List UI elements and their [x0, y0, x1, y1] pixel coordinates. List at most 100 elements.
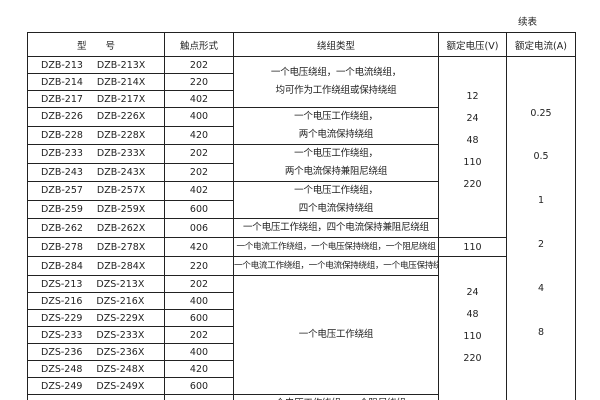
table-row: DZB-262 DZB-262X 006 一个电压工作绕组，四个电流保持兼阻尼绕组 [27, 218, 576, 238]
model-code: DZB-243 [41, 166, 83, 178]
voltage-value: 110 [463, 331, 482, 342]
voltage-cell: 24 48 110 220 [438, 256, 507, 400]
model-cell: DZB-226 DZB-226X [27, 107, 165, 127]
contact-cell: 600 [164, 309, 234, 327]
model-code: DZS-254 [41, 399, 82, 400]
winding-line: 一个电压工作绕组， [294, 111, 378, 122]
model-code: DZB-257 [41, 185, 83, 197]
model-code: DZS-249 [41, 380, 83, 392]
table-row: DZB-278 DZB-278X 420 一个电流工作绕组，一个电压保持绕组，一个阻尼… [27, 237, 576, 257]
model-cell: DZB-257 DZB-257X [27, 181, 165, 201]
table-row: DZS-233 DZS-233X 202 [27, 326, 576, 344]
table-row: DZS-254 DZS-254X 220一个电压工作绕组，一个阻尼绕组 [27, 394, 576, 400]
voltage-value: 12 [466, 91, 479, 102]
model-code: DZB-226 [41, 111, 83, 123]
contact-cell: 202 [164, 144, 234, 164]
winding-line: 两个电流保持绕组 [298, 129, 374, 140]
voltage-value: 220 [463, 353, 482, 364]
header-voltage: 额定电压(V) [438, 32, 507, 57]
model-cell: DZS-216 DZS-216X [27, 292, 165, 310]
model-cell: DZB-233 DZB-233X [27, 144, 165, 164]
winding-line: 一个电压工作绕组， [294, 148, 378, 159]
model-code: DZB-228 [41, 129, 83, 141]
contact-cell: 220 [164, 394, 234, 400]
current-cell: 0.25 0.5 1 2 4 8 [506, 56, 576, 400]
model-cell: DZB-213 DZB-213X [27, 56, 165, 74]
contact-cell: 400 [164, 292, 234, 310]
voltage-cell: 12 24 48 110 220 [438, 56, 507, 238]
model-code-x: DZB-257X [96, 185, 146, 197]
voltage-value: 110 [463, 157, 482, 168]
winding-line: 两个电流保持兼阻尼绕组 [284, 166, 388, 177]
model-cell: DZS-229 DZS-229X [27, 309, 165, 327]
current-value: 8 [537, 327, 545, 338]
model-code: DZB-217 [41, 93, 83, 105]
model-code: DZB-284 [41, 260, 83, 272]
winding-type-cell: 一个电压工作绕组 [233, 275, 439, 395]
contact-cell: 420 [164, 237, 234, 257]
voltage-cell: 110 [438, 237, 507, 257]
table-row: DZB-284 DZB-284X 220 一个电流工作绕组，一个电流保持绕组，一个电压… [27, 256, 576, 400]
contact-cell: 220 [164, 73, 234, 91]
winding-line: 一个电流工作绕组，一个电压保持绕组，一个阻尼绕组 [236, 242, 436, 252]
table-row: DZB-243 DZB-243X 202 [27, 162, 576, 182]
winding-type-cell: 一个电压工作绕组， 四个电流保持绕组 [233, 181, 439, 219]
table-row: DZS-213 DZS-213X 202 一个电压工作绕组 [27, 275, 576, 395]
model-code-x: DZB-228X [96, 129, 146, 141]
current-value: 2 [537, 239, 545, 250]
table-row: DZS-236 DZS-236X 400 [27, 343, 576, 361]
winding-type-cell: 一个电压工作绕组，四个电流保持兼阻尼绕组 [233, 218, 439, 238]
model-cell: DZB-284 DZB-284X [27, 256, 165, 276]
voltage-value: 48 [466, 135, 479, 146]
winding-type-cell: 一个电流工作绕组，一个电流保持绕组，一个电压保持绕组 [233, 256, 439, 276]
winding-line: 四个电流保持绕组 [298, 203, 374, 214]
model-code-x: DZS-216X [96, 295, 145, 307]
contact-cell: 400 [164, 343, 234, 361]
contact-cell: 006 [164, 218, 234, 238]
current-value: 1 [537, 195, 545, 206]
winding-line: 一个电压工作绕组 [298, 329, 374, 340]
model-code: DZS-236 [41, 346, 83, 358]
contact-cell: 420 [164, 125, 234, 145]
winding-line: 一个电压绕组，一个电流绕组， [270, 67, 402, 78]
current-value: 4 [537, 283, 545, 294]
model-cell: DZB-278 DZB-278X [27, 237, 165, 257]
voltage-value: 220 [463, 179, 482, 190]
table-row: DZB-217 DZB-217X 402 [27, 90, 576, 108]
model-code: DZS-216 [41, 295, 83, 307]
winding-line: 均可作为工作绕组或保持绕组 [275, 85, 397, 96]
model-code-x: DZS-236X [96, 346, 145, 358]
model-cell: DZS-249 DZS-249X [27, 377, 165, 395]
model-cell: DZS-233 DZS-233X [27, 326, 165, 344]
model-code: DZB-262 [41, 222, 83, 234]
model-code-x: DZS-229X [96, 312, 145, 324]
model-cell: DZB-243 DZB-243X [27, 162, 165, 182]
header-contact: 触点形式 [164, 32, 234, 57]
winding-line: 一个电压工作绕组，一个阻尼绕组 [235, 396, 438, 400]
contact-cell: 220 [164, 256, 234, 276]
model-code-x: DZS-213X [96, 278, 145, 290]
winding-type-cell: 一个电压工作绕组， 两个电流保持绕组 [233, 107, 439, 145]
model-cell: DZB-259 DZB-259X [27, 199, 165, 219]
contact-cell: 400 [164, 107, 234, 127]
model-code-x: DZB-214X [96, 76, 146, 88]
winding-line: 一个电压工作绕组，四个电流保持兼阻尼绕组 [242, 222, 429, 233]
model-code: DZB-278 [41, 241, 83, 253]
header-model: 型 号 [27, 32, 165, 57]
contact-cell: 202 [164, 56, 234, 74]
current-value: 0.25 [530, 108, 552, 119]
model-code-x: DZB-262X [96, 222, 146, 234]
winding-type-cell: 一个电流工作绕组，一个电压保持绕组，一个阻尼绕组 [233, 237, 439, 257]
contact-cell: 202 [164, 275, 234, 293]
contact-cell: 402 [164, 90, 234, 108]
model-code-x: DZS-249X [96, 380, 145, 392]
model-code: DZB-214 [41, 76, 83, 88]
model-code-x: DZB-259X [96, 203, 146, 215]
table-row: DZB-213 DZB-213X 202 一个电压绕组，一个电流绕组， 均可作为工作绕组… [27, 56, 576, 400]
model-code: DZS-248 [41, 363, 83, 375]
model-code-x: DZB-243X [96, 166, 146, 178]
winding-type-cell: 一个电压工作绕组， 两个电流保持兼阻尼绕组 [233, 144, 439, 182]
contact-cell: 600 [164, 377, 234, 395]
model-code-x: DZB-226X [96, 111, 146, 123]
